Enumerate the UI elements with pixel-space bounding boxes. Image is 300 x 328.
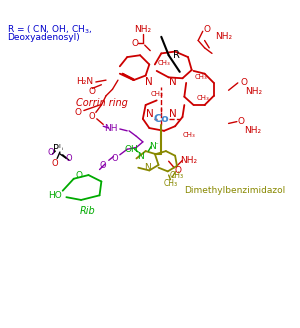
Text: H₂N: H₂N [76, 77, 93, 87]
Text: Pᴵ: Pᴵ [53, 144, 61, 154]
Text: Co: Co [153, 114, 169, 124]
Text: Dimethylbenzimidazol: Dimethylbenzimidazol [184, 186, 286, 195]
Text: O: O [238, 117, 245, 126]
Text: O: O [47, 149, 54, 157]
Text: Rib: Rib [80, 206, 95, 216]
Text: NH₂: NH₂ [134, 25, 152, 34]
Text: N: N [169, 77, 177, 87]
Text: Deoxyadenosyl): Deoxyadenosyl) [8, 33, 80, 42]
Text: CH₃: CH₃ [158, 60, 170, 66]
Text: O: O [112, 154, 119, 163]
Text: O: O [204, 25, 211, 34]
Text: HO: HO [48, 191, 62, 200]
Text: O: O [132, 39, 139, 48]
Text: Corrin ring: Corrin ring [76, 98, 128, 108]
Text: R = ( CN, OH, CH$_3$,: R = ( CN, OH, CH$_3$, [8, 24, 93, 36]
Text: O: O [89, 87, 96, 96]
Text: CH₃: CH₃ [196, 95, 209, 101]
Text: NH₂: NH₂ [215, 32, 232, 41]
Text: N: N [146, 109, 154, 119]
Text: OH: OH [124, 145, 138, 154]
Text: O: O [241, 78, 248, 87]
Text: N: N [169, 109, 177, 119]
Text: O: O [100, 161, 106, 170]
Text: N: N [149, 142, 155, 151]
Text: NH₂: NH₂ [244, 126, 261, 135]
Text: CH₃: CH₃ [194, 74, 207, 80]
Text: O: O [66, 154, 72, 163]
Text: O: O [174, 166, 182, 175]
Text: CH₃: CH₃ [170, 171, 184, 179]
Text: NH₂: NH₂ [180, 156, 197, 165]
Text: CH₃: CH₃ [164, 179, 178, 188]
Text: NH₂: NH₂ [245, 87, 262, 96]
Text: CH₃: CH₃ [150, 91, 163, 97]
Text: ⁻: ⁻ [155, 143, 159, 149]
Text: CH₃: CH₃ [183, 133, 195, 138]
Text: N: N [146, 77, 153, 87]
Text: O: O [75, 108, 82, 117]
Text: O: O [52, 158, 59, 168]
Text: O: O [76, 171, 83, 179]
Text: N: N [137, 152, 143, 161]
Text: N: N [144, 163, 151, 172]
Text: NH: NH [104, 125, 117, 133]
Text: R: R [173, 50, 180, 60]
Text: O: O [89, 113, 95, 121]
Text: ⁱ: ⁱ [62, 148, 63, 154]
